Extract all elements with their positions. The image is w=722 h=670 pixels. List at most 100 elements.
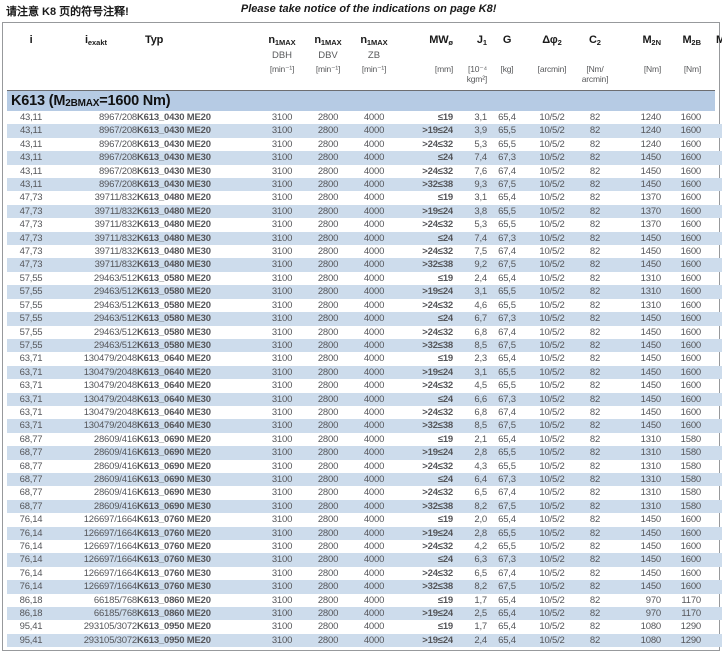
cell-iexakt: 66185/768 [55, 607, 137, 621]
cell-m2n: 1450 [613, 151, 661, 165]
cell-m2b: 1580 [680, 460, 701, 472]
col-header-n1max-zb: n1MAX ZB [min⁻¹] [360, 34, 388, 74]
cell-j1: 4,2 [474, 541, 487, 552]
cell-m2not: 2900 [701, 580, 722, 594]
cell-i: 57,55 [7, 285, 55, 299]
cell-g: 65,5 [498, 460, 516, 472]
cell-m2n: 1450 [640, 380, 661, 392]
cell-n1max-dbv: 2800 [317, 621, 339, 633]
table-row: 43,11 8967/208 K613_0430 ME20 3100 2800 … [7, 111, 722, 124]
cell-typ: K613_0950 ME20 [137, 621, 211, 633]
cell-m2b: 1600 [661, 392, 701, 406]
cell-m2n: 1450 [613, 526, 661, 540]
cell-n1max-dbv: 2800 [305, 499, 351, 514]
cell-m2n: 1450 [613, 178, 661, 192]
cell-c2: 82 [589, 219, 601, 231]
cell-n1max-zb: 4000 [363, 326, 385, 338]
table-body: 43,11 8967/208 K613_0430 ME20 3100 2800 … [7, 111, 722, 648]
cell-iexakt: 8967/208 [55, 124, 137, 138]
cell-j1: 4,3 [474, 460, 487, 472]
cell-typ: K613_0430 ME20 [137, 138, 211, 150]
cell-mw: >19≤24 [397, 526, 453, 540]
cell-g: 65,5 [487, 526, 527, 540]
cell-mw: >24≤32 [422, 487, 453, 499]
cell-n1max-dbv: 2800 [317, 594, 339, 606]
cell-c2: 82 [577, 151, 613, 165]
cell-m2n: 970 [613, 607, 661, 621]
cell-n1max-dbv: 2800 [305, 526, 351, 540]
cell-iexakt: 39711/832 [94, 219, 137, 231]
cell-n1max-dbv: 2800 [317, 272, 339, 284]
col-header-m2n: M2N [Nm] [642, 34, 661, 74]
spec-table: 43,11 8967/208 K613_0430 ME20 3100 2800 … [7, 111, 722, 648]
cell-n1max-dbv: 2800 [305, 607, 351, 621]
cell-n1max-dbv: 2800 [305, 231, 351, 246]
cell-j1: 4,5 [474, 380, 487, 392]
cell-typ: K613_0480 ME20 [137, 192, 211, 204]
notice-english: Please take notice of the indications on… [240, 3, 497, 15]
cell-mw: >32≤38 [397, 258, 453, 272]
cell-m2b: 1290 [680, 621, 701, 633]
cell-typ: K613_0480 ME30 [137, 258, 259, 272]
table-row: 86,18 66185/768 K613_0860 ME20 3100 2800… [7, 607, 722, 621]
cell-c2: 82 [589, 112, 601, 123]
cell-n1max-zb: 4000 [363, 621, 385, 633]
col-header-n1max-dbh: n1MAX DBH [min⁻¹] [268, 34, 296, 74]
cell-dphi2: 10/5/2 [539, 380, 565, 392]
cell-n1max-dbh: 3100 [259, 178, 305, 192]
table-row: 76,14 126697/1664 K613_0760 ME20 3100 28… [7, 540, 722, 553]
cell-n1max-dbh: 3100 [271, 353, 293, 365]
table-row: 47,73 39711/832 K613_0480 ME20 3100 2800… [7, 204, 722, 219]
cell-iexakt: 8967/208 [55, 178, 137, 192]
cell-mw: >24≤32 [422, 541, 453, 552]
cell-iexakt: 130479/2048 [83, 406, 137, 418]
cell-typ: K613_0640 ME20 [137, 365, 259, 380]
cell-n1max-dbv: 2800 [317, 165, 339, 177]
cell-n1max-zb: 4000 [351, 124, 397, 138]
cell-n1max-dbh: 3100 [271, 192, 293, 204]
cell-c2: 82 [589, 514, 601, 526]
cell-n1max-dbh: 3100 [271, 541, 293, 552]
cell-dphi2: 10/5/2 [527, 204, 577, 219]
cell-m2b: 1600 [680, 112, 701, 123]
table-row: 57,55 29463/512 K613_0580 ME20 3100 2800… [7, 299, 722, 312]
cell-m2not: 2900 [701, 379, 722, 392]
cell-n1max-dbh: 3100 [259, 258, 305, 272]
cell-i: 63,71 [7, 419, 55, 433]
cell-c2: 82 [577, 178, 613, 192]
cell-n1max-zb: 4000 [363, 165, 385, 177]
cell-m2b: 1580 [661, 446, 701, 460]
cell-j1: 2,0 [474, 514, 487, 526]
cell-g: 67,4 [498, 165, 516, 177]
cell-c2: 82 [589, 192, 601, 204]
cell-mw: ≤19 [437, 594, 453, 606]
cell-dphi2: 10/5/2 [539, 514, 565, 526]
cell-dphi2: 10/5/2 [539, 594, 565, 606]
cell-mw: >24≤32 [422, 165, 453, 177]
table-row: 57,55 29463/512 K613_0580 ME30 3100 2800… [7, 326, 722, 339]
cell-g: 65,5 [487, 285, 527, 299]
cell-g: 67,5 [487, 580, 527, 594]
table-row: 57,55 29463/512 K613_0580 ME30 3100 2800… [7, 338, 722, 353]
cell-typ: K613_0480 ME30 [137, 231, 259, 246]
cell-mw: >32≤38 [397, 580, 453, 594]
cell-n1max-zb: 4000 [351, 231, 397, 246]
cell-n1max-dbh: 3100 [271, 567, 293, 579]
cell-n1max-dbh: 3100 [271, 326, 293, 338]
table-row: 47,73 39711/832 K613_0480 ME20 3100 2800… [7, 191, 722, 204]
cell-c2: 82 [577, 338, 613, 353]
cell-iexakt: 126697/1664 [83, 567, 137, 579]
table-row: 76,14 126697/1664 K613_0760 ME20 3100 28… [7, 526, 722, 540]
cell-n1max-dbv: 2800 [305, 472, 351, 487]
cell-i: 95,41 [19, 621, 43, 633]
cell-i: 63,71 [19, 353, 43, 365]
cell-iexakt: 29463/512 [55, 285, 137, 299]
cell-n1max-dbv: 2800 [317, 326, 339, 338]
table-row: 43,11 8967/208 K613_0430 ME20 3100 2800 … [7, 124, 722, 138]
cell-typ: K613_0430 ME30 [137, 178, 259, 192]
cell-iexakt: 29463/512 [93, 299, 137, 311]
cell-m2n: 1450 [613, 553, 661, 567]
cell-m2not: 2290 [701, 245, 722, 258]
cell-n1max-zb: 4000 [363, 246, 385, 258]
cell-m2not: 2630 [701, 460, 722, 473]
